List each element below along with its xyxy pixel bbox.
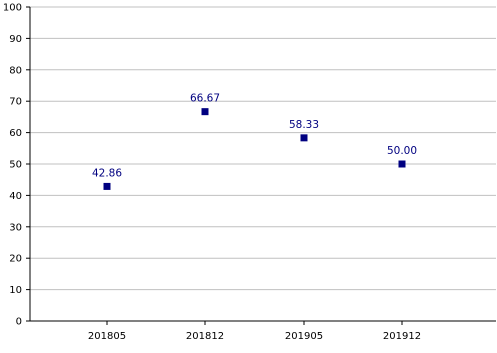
data-label: 42.86 xyxy=(92,167,122,179)
data-point-marker xyxy=(398,160,406,168)
gridlines xyxy=(30,6,496,291)
y-tick-label: 20 xyxy=(9,254,22,265)
x-tick-label: 201812 xyxy=(186,331,224,342)
y-tick-label: 30 xyxy=(9,222,22,233)
y-tick-label: 100 xyxy=(3,3,22,14)
y-tick-label: 90 xyxy=(9,34,22,45)
x-tick-label: 201905 xyxy=(285,331,323,342)
x-tick-label: 201805 xyxy=(88,331,126,342)
y-tick-label: 70 xyxy=(9,97,22,108)
y-tick-label: 50 xyxy=(9,160,22,171)
data-point-marker xyxy=(300,134,308,142)
data-label: 50.00 xyxy=(387,145,417,157)
x-tick-labels: 201805 201812 201905 201912 xyxy=(88,331,421,342)
data-points xyxy=(103,108,406,190)
y-tick-label: 10 xyxy=(9,285,22,296)
y-tick-label: 0 xyxy=(16,317,22,328)
data-label: 66.67 xyxy=(190,93,220,105)
data-label: 58.33 xyxy=(289,119,319,131)
data-point-marker xyxy=(201,108,209,116)
axes xyxy=(26,6,496,325)
y-tick-labels: 0 10 20 30 40 50 60 70 80 90 100 xyxy=(3,3,22,328)
y-tick-label: 80 xyxy=(9,65,22,76)
data-point-marker xyxy=(103,182,111,190)
y-tick-label: 60 xyxy=(9,128,22,139)
x-tick-label: 201912 xyxy=(383,331,421,342)
y-tick-label: 40 xyxy=(9,191,22,202)
data-labels: 42.86 66.67 58.33 50.00 xyxy=(92,93,417,180)
